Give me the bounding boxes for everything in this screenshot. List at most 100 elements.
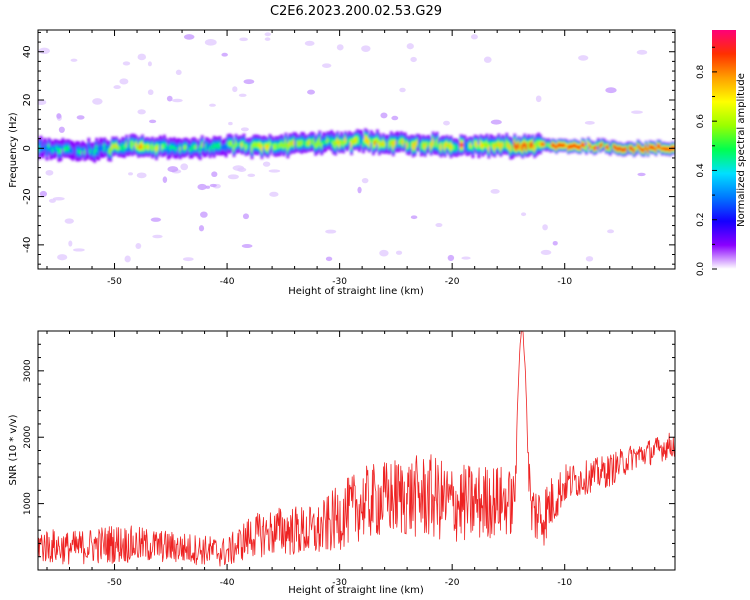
x-tick-label: -50	[107, 277, 122, 287]
ridge-cell	[348, 137, 351, 143]
ridge-cell	[141, 142, 144, 149]
ridge-cell	[541, 142, 545, 146]
ridge-cell	[206, 142, 210, 151]
noise-blob	[325, 229, 337, 234]
ridge-cell	[612, 144, 616, 149]
spectrogram-ridge	[38, 128, 675, 163]
ridge-cell	[660, 147, 664, 151]
ridge-cell	[604, 146, 608, 149]
ridge-cell	[83, 149, 87, 155]
colorbar-gradient	[712, 30, 736, 269]
ridge-cell	[218, 142, 222, 149]
ridge-cell	[87, 142, 91, 154]
x-tick-label: -20	[445, 578, 460, 588]
ridge-cell	[433, 141, 437, 148]
ridge-cell	[324, 140, 328, 145]
ridge-cell	[658, 144, 662, 149]
ridge-cell	[575, 144, 578, 149]
ridge-cell	[198, 145, 202, 153]
noise-blob	[578, 55, 589, 61]
ridge-cell	[600, 143, 604, 146]
noise-blob	[150, 217, 162, 222]
ridge-cell	[166, 144, 170, 155]
ridge-cell	[149, 144, 152, 150]
ridge-cell	[340, 140, 343, 144]
ridge-cell	[288, 142, 292, 146]
ridge-cell	[216, 142, 220, 150]
x-tick-label: -10	[557, 277, 572, 287]
ridge-cell	[131, 141, 134, 149]
noise-blob	[147, 89, 154, 96]
noise-blob	[171, 98, 183, 103]
ridge-cell	[401, 139, 405, 145]
noise-blob	[395, 250, 403, 255]
ridge-cell	[61, 145, 65, 150]
ridge-cell	[389, 139, 393, 145]
ridge-cell	[350, 140, 353, 147]
ridge-cell	[168, 144, 172, 151]
noise-blob	[630, 110, 643, 114]
ridge-cell	[395, 136, 399, 148]
ridge-cell	[638, 146, 642, 150]
y-tick-label: -40	[22, 237, 33, 253]
ridge-cell	[503, 142, 507, 149]
ridge-cell	[563, 143, 566, 148]
ridge-cell	[415, 140, 419, 145]
noise-blob	[584, 121, 595, 125]
ridge-cell	[590, 145, 594, 149]
ridge-cell	[642, 148, 646, 153]
noise-blob	[483, 56, 492, 63]
ridge-cell	[280, 142, 284, 147]
noise-blob	[238, 93, 247, 97]
ridge-cell	[266, 145, 270, 151]
ridge-cell	[441, 141, 445, 150]
ridge-cell	[336, 139, 339, 144]
ridge-cell	[272, 144, 276, 150]
ridge-cell	[537, 141, 541, 146]
ridge-cell	[270, 142, 274, 146]
ridge-cell	[252, 142, 256, 147]
ridge-cell	[73, 143, 77, 159]
ridge-cell	[487, 145, 491, 151]
snr-panel: -50 -40 -30 -20 -10 1000 2000 3000 Height of s…	[8, 330, 676, 596]
noise-blob	[48, 198, 56, 203]
figure-title: C2E6.2023.200.02.53.G29	[270, 4, 442, 19]
ridge-cell	[260, 145, 264, 151]
ridge-cell	[507, 143, 511, 149]
noise-blob	[361, 177, 369, 184]
y-tick-label: 40	[22, 45, 33, 58]
ridge-cell	[455, 144, 459, 151]
ridge-cell	[447, 143, 451, 149]
ridge-cell	[165, 143, 168, 150]
ridge-cell	[318, 138, 322, 145]
noise-blob	[490, 189, 500, 194]
noise-blob	[64, 218, 74, 224]
spectrogram-y-axis-label: Frequency (Hz)	[8, 112, 19, 188]
ridge-cell	[477, 144, 481, 151]
ridge-cell	[626, 145, 630, 150]
ridge-cell	[411, 143, 415, 150]
ridge-cell	[515, 144, 519, 151]
ridge-cell	[491, 143, 495, 149]
ridge-cell	[483, 142, 487, 148]
ridge-cell	[652, 145, 656, 150]
ridge-cell	[236, 142, 240, 147]
noise-blob	[406, 43, 414, 50]
ridge-cell	[286, 144, 290, 151]
ridge-cell	[139, 145, 142, 149]
ridge-cell	[278, 144, 282, 148]
ridge-cell	[107, 148, 111, 154]
noise-blob	[183, 34, 195, 40]
ridge-cell	[147, 145, 150, 149]
ridge-cell	[620, 147, 624, 152]
noise-blob	[135, 243, 142, 249]
ridge-cell	[517, 142, 521, 149]
ridge-cell	[302, 139, 306, 146]
noise-blob	[58, 126, 65, 133]
ridge-cell	[509, 145, 513, 151]
ridge-cell	[248, 142, 252, 151]
x-tick-label: -30	[332, 277, 347, 287]
ridge-cell	[79, 149, 83, 155]
ridge-cell	[342, 141, 345, 147]
y-tick-label: 3000	[23, 359, 33, 382]
